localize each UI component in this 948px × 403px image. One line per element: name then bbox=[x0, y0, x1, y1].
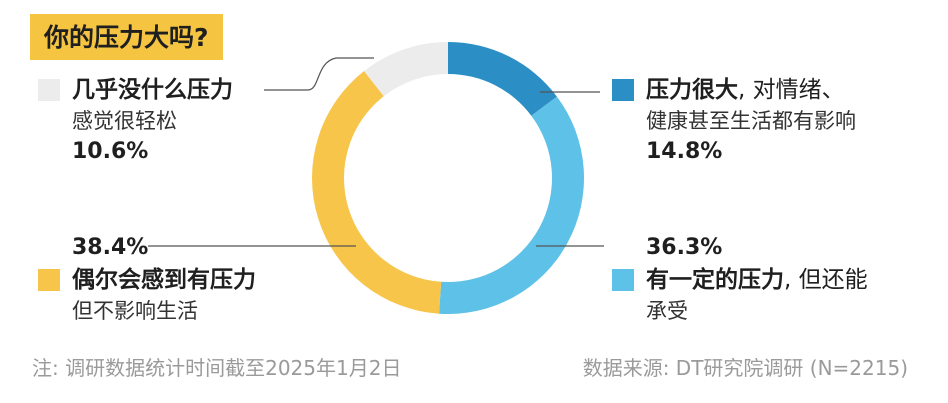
legend-label-occasional: 偶尔会感到有压力 bbox=[72, 267, 256, 293]
legend-item-low-pressure: 几乎没什么压力 感觉很轻松 10.6% bbox=[38, 74, 233, 168]
legend-label-high: 压力很大, 对情绪、 bbox=[646, 77, 845, 103]
legend-swatch-some bbox=[612, 269, 634, 291]
legend-item-occasional-pressure: 38.4% 偶尔会感到有压力 但不影响生活 bbox=[38, 232, 256, 326]
legend-percent-some: 36.3% bbox=[646, 235, 723, 260]
slice-occasional-pressure bbox=[311, 71, 442, 314]
legend-sublabel-low: 感觉很轻松 bbox=[72, 109, 177, 133]
chart-title: 你的压力大吗? bbox=[30, 14, 223, 60]
leader-line-low bbox=[264, 57, 374, 91]
legend-item-some-pressure: 36.3% 有一定的压力, 但还能 承受 bbox=[612, 232, 868, 326]
legend-percent-occasional: 38.4% bbox=[72, 235, 149, 260]
slice-some-pressure bbox=[439, 96, 584, 315]
footer-source: 数据来源: DT研究院调研 (N=2215) bbox=[582, 356, 908, 380]
legend-sublabel-occasional: 但不影响生活 bbox=[72, 299, 198, 323]
slice-high-pressure bbox=[448, 42, 557, 116]
legend-label-low: 几乎没什么压力 bbox=[72, 77, 233, 103]
legend-item-high-pressure: 压力很大, 对情绪、 健康甚至生活都有影响 14.8% bbox=[612, 74, 856, 168]
legend-percent-low: 10.6% bbox=[72, 139, 149, 164]
legend-sublabel-high: 健康甚至生活都有影响 bbox=[646, 109, 856, 133]
legend-swatch-low bbox=[38, 79, 60, 101]
slice-low-pressure bbox=[364, 42, 448, 97]
legend-percent-high: 14.8% bbox=[646, 139, 723, 164]
legend-swatch-occasional bbox=[38, 269, 60, 291]
footer-note: 注: 调研数据统计时间截至2025年1月2日 bbox=[32, 356, 402, 380]
legend-sublabel-some: 承受 bbox=[646, 299, 688, 323]
legend-swatch-high bbox=[612, 79, 634, 101]
legend-label-some: 有一定的压力, 但还能 bbox=[646, 267, 868, 293]
